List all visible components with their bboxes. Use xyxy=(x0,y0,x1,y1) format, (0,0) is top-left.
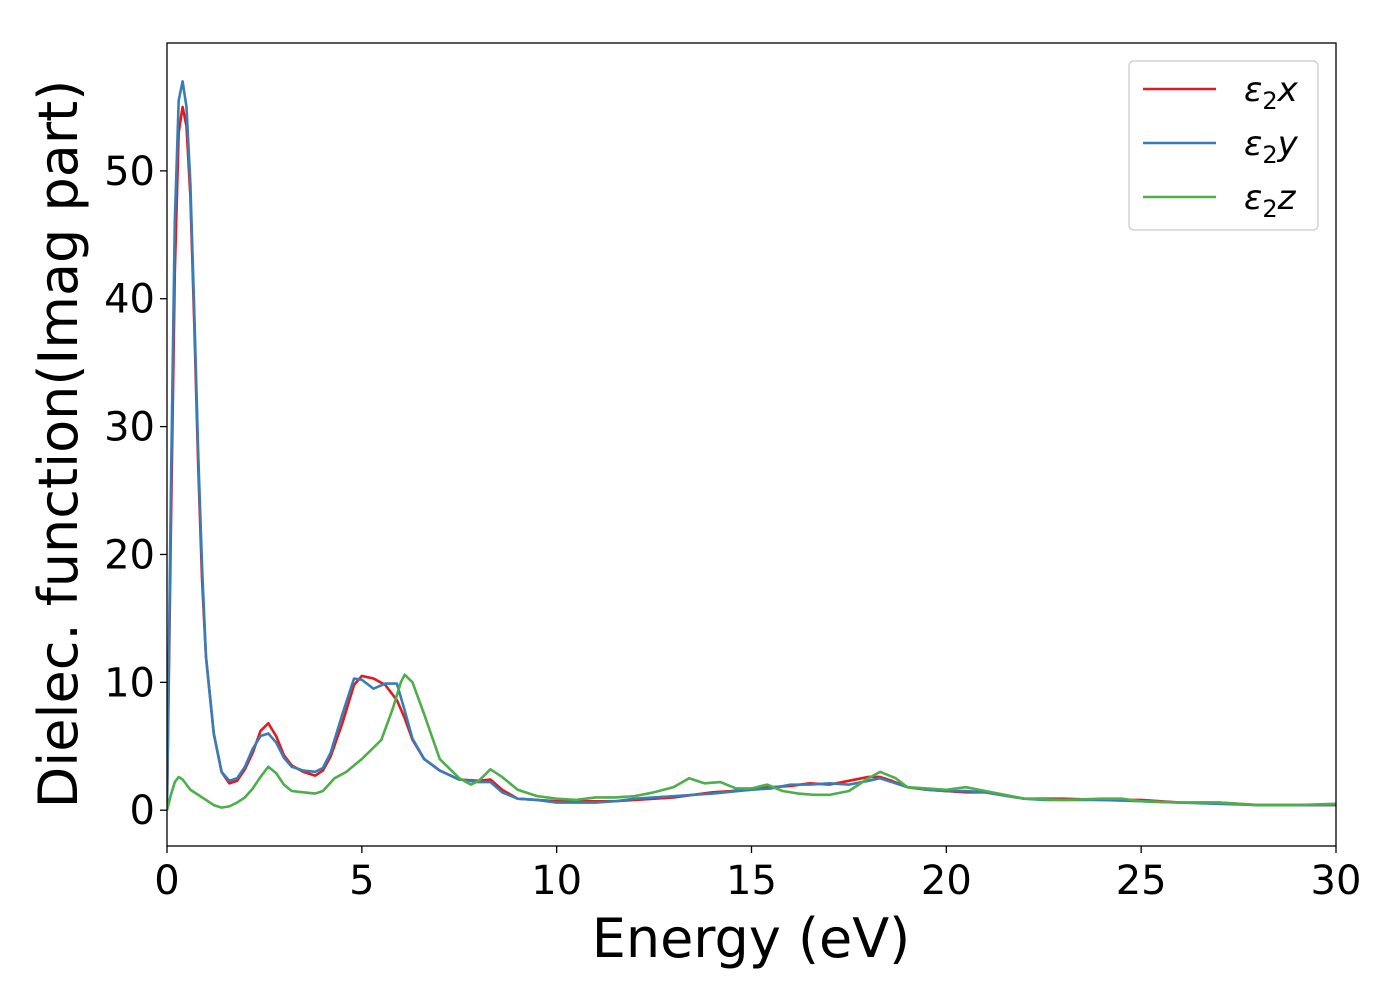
y-axis-ticks: 0 10 20 30 40 50 xyxy=(104,149,167,834)
y-axis-label: Dielec. function(Imag part) xyxy=(27,80,90,809)
plot-frame xyxy=(166,42,1337,847)
y-tick-label: 10 xyxy=(104,660,155,706)
x-tick-label: 15 xyxy=(726,858,777,904)
x-tick-label: 5 xyxy=(349,858,374,904)
x-axis-ticks: 0 5 10 15 20 25 30 xyxy=(154,846,1361,904)
legend-label-x: ε2x xyxy=(1244,70,1299,115)
y-tick-label: 30 xyxy=(104,405,155,451)
y-tick-label: 40 xyxy=(104,277,155,323)
legend: ε2x ε2y ε2z xyxy=(1128,60,1319,231)
plot-area xyxy=(167,80,1336,811)
legend-box xyxy=(1128,60,1319,231)
y-tick-label: 20 xyxy=(104,532,155,578)
legend-label-z: ε2z xyxy=(1244,178,1297,223)
x-tick-label: 30 xyxy=(1311,858,1362,904)
x-tick-label: 0 xyxy=(154,858,179,904)
x-tick-label: 20 xyxy=(921,858,972,904)
x-tick-label: 25 xyxy=(1116,858,1167,904)
x-axis-label: Energy (eV) xyxy=(592,907,911,970)
x-tick-label: 10 xyxy=(531,858,582,904)
y-tick-label: 0 xyxy=(130,788,155,834)
legend-label-y: ε2y xyxy=(1244,124,1299,169)
y-tick-label: 50 xyxy=(104,149,155,195)
series-line-z xyxy=(167,673,1336,811)
